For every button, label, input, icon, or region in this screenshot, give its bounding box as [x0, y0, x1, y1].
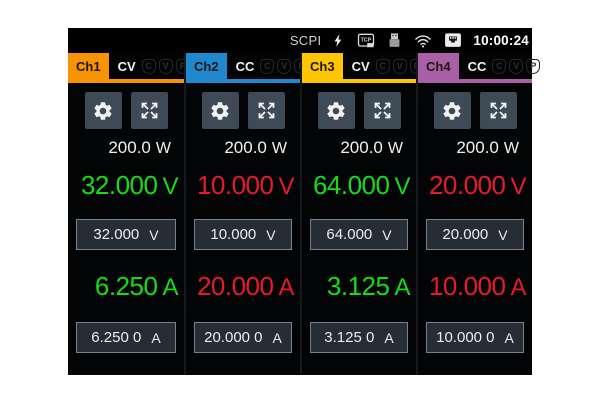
- channel-toolbar: [186, 92, 300, 129]
- usb-status-icon: [386, 32, 403, 49]
- channel-accent-bar: [302, 79, 416, 83]
- channel-mode-label: CC: [467, 58, 487, 74]
- voltage-protection-icon: V: [277, 58, 292, 74]
- current-protection-icon: C: [375, 58, 390, 74]
- current-readout: 10.000 A: [428, 271, 527, 301]
- current-readout: 6.250 A: [94, 271, 179, 301]
- status-bar: SCPI TCP: [68, 28, 532, 53]
- voltage-readout: 32.000 V: [80, 170, 179, 200]
- fullscreen-button[interactable]: [130, 92, 168, 129]
- channel-mode-label: CV: [351, 58, 370, 74]
- voltage-protection-icon: V: [509, 58, 524, 74]
- protection-indicators: C V P: [492, 58, 541, 74]
- current-readout: 3.125 A: [326, 271, 411, 301]
- voltage-set-field[interactable]: 64.000 V: [310, 219, 408, 250]
- channel-toolbar: [418, 92, 532, 129]
- current-protection-icon: C: [492, 58, 507, 74]
- tcp-lan-status-icon: TCP: [356, 31, 376, 51]
- settings-button[interactable]: [317, 92, 355, 129]
- channel-grid: Ch1 CV C V P: [68, 53, 541, 375]
- channel-toolbar: [302, 92, 416, 129]
- channel-mode-label: CV: [117, 58, 136, 74]
- voltage-protection-icon: V: [158, 58, 173, 74]
- channel-tab[interactable]: Ch2: [186, 53, 227, 79]
- wifi-status-icon: [413, 32, 433, 50]
- voltage-readout: 64.000 V: [312, 170, 411, 200]
- channel-toolbar: [68, 92, 184, 129]
- voltage-protection-icon: V: [392, 58, 407, 74]
- svg-text:TCP: TCP: [361, 37, 372, 43]
- voltage-readout: 10.000 V: [196, 170, 295, 200]
- lan-status-icon: [443, 31, 463, 50]
- channel-accent-bar: [418, 79, 532, 83]
- channel-accent-bar: [68, 79, 184, 83]
- channel-header: Ch2 CC C V P: [186, 53, 309, 79]
- current-protection-icon: C: [260, 58, 275, 74]
- fullscreen-button[interactable]: [479, 92, 517, 129]
- clock: 10:00:24: [473, 33, 529, 48]
- channel-tab[interactable]: Ch1: [68, 53, 109, 79]
- channel-panel-1: Ch1 CV C V P: [68, 53, 190, 375]
- channel-mode-label: CC: [235, 58, 255, 74]
- power-protection-icon: P: [526, 58, 541, 74]
- fullscreen-button[interactable]: [363, 92, 401, 129]
- current-readout: 20.000 A: [196, 271, 295, 301]
- channel-panel-4: Ch4 CC C V P: [416, 53, 541, 375]
- power-readout: 200.0 W: [108, 138, 171, 157]
- settings-button[interactable]: [84, 92, 122, 129]
- current-protection-icon: C: [141, 58, 156, 74]
- channel-header: Ch4 CC C V P: [418, 53, 541, 79]
- power-readout: 200.0 W: [340, 138, 403, 157]
- channel-header: Ch1 CV C V P: [68, 53, 190, 79]
- voltage-readout: 20.000 V: [428, 170, 527, 200]
- power-event-icon: [331, 31, 346, 50]
- voltage-set-field[interactable]: 20.000 V: [426, 219, 524, 250]
- channel-panel-2: Ch2 CC C V P: [184, 53, 309, 375]
- settings-button[interactable]: [433, 92, 471, 129]
- channel-header: Ch3 CV C V P: [302, 53, 424, 79]
- fullscreen-button[interactable]: [247, 92, 285, 129]
- voltage-set-field[interactable]: 32.000 V: [76, 219, 176, 250]
- protection-indicators: C V P: [141, 58, 190, 74]
- channel-tab[interactable]: Ch3: [302, 53, 343, 79]
- voltage-set-field[interactable]: 10.000 V: [194, 219, 292, 250]
- channel-accent-bar: [186, 79, 300, 83]
- power-readout: 200.0 W: [224, 138, 287, 157]
- settings-button[interactable]: [201, 92, 239, 129]
- scpi-status-label: SCPI: [289, 33, 322, 48]
- channel-tab[interactable]: Ch4: [418, 53, 459, 79]
- power-readout: 200.0 W: [456, 138, 519, 157]
- channel-panel-3: Ch3 CV C V P: [300, 53, 424, 375]
- device-screen: SCPI TCP: [68, 28, 541, 375]
